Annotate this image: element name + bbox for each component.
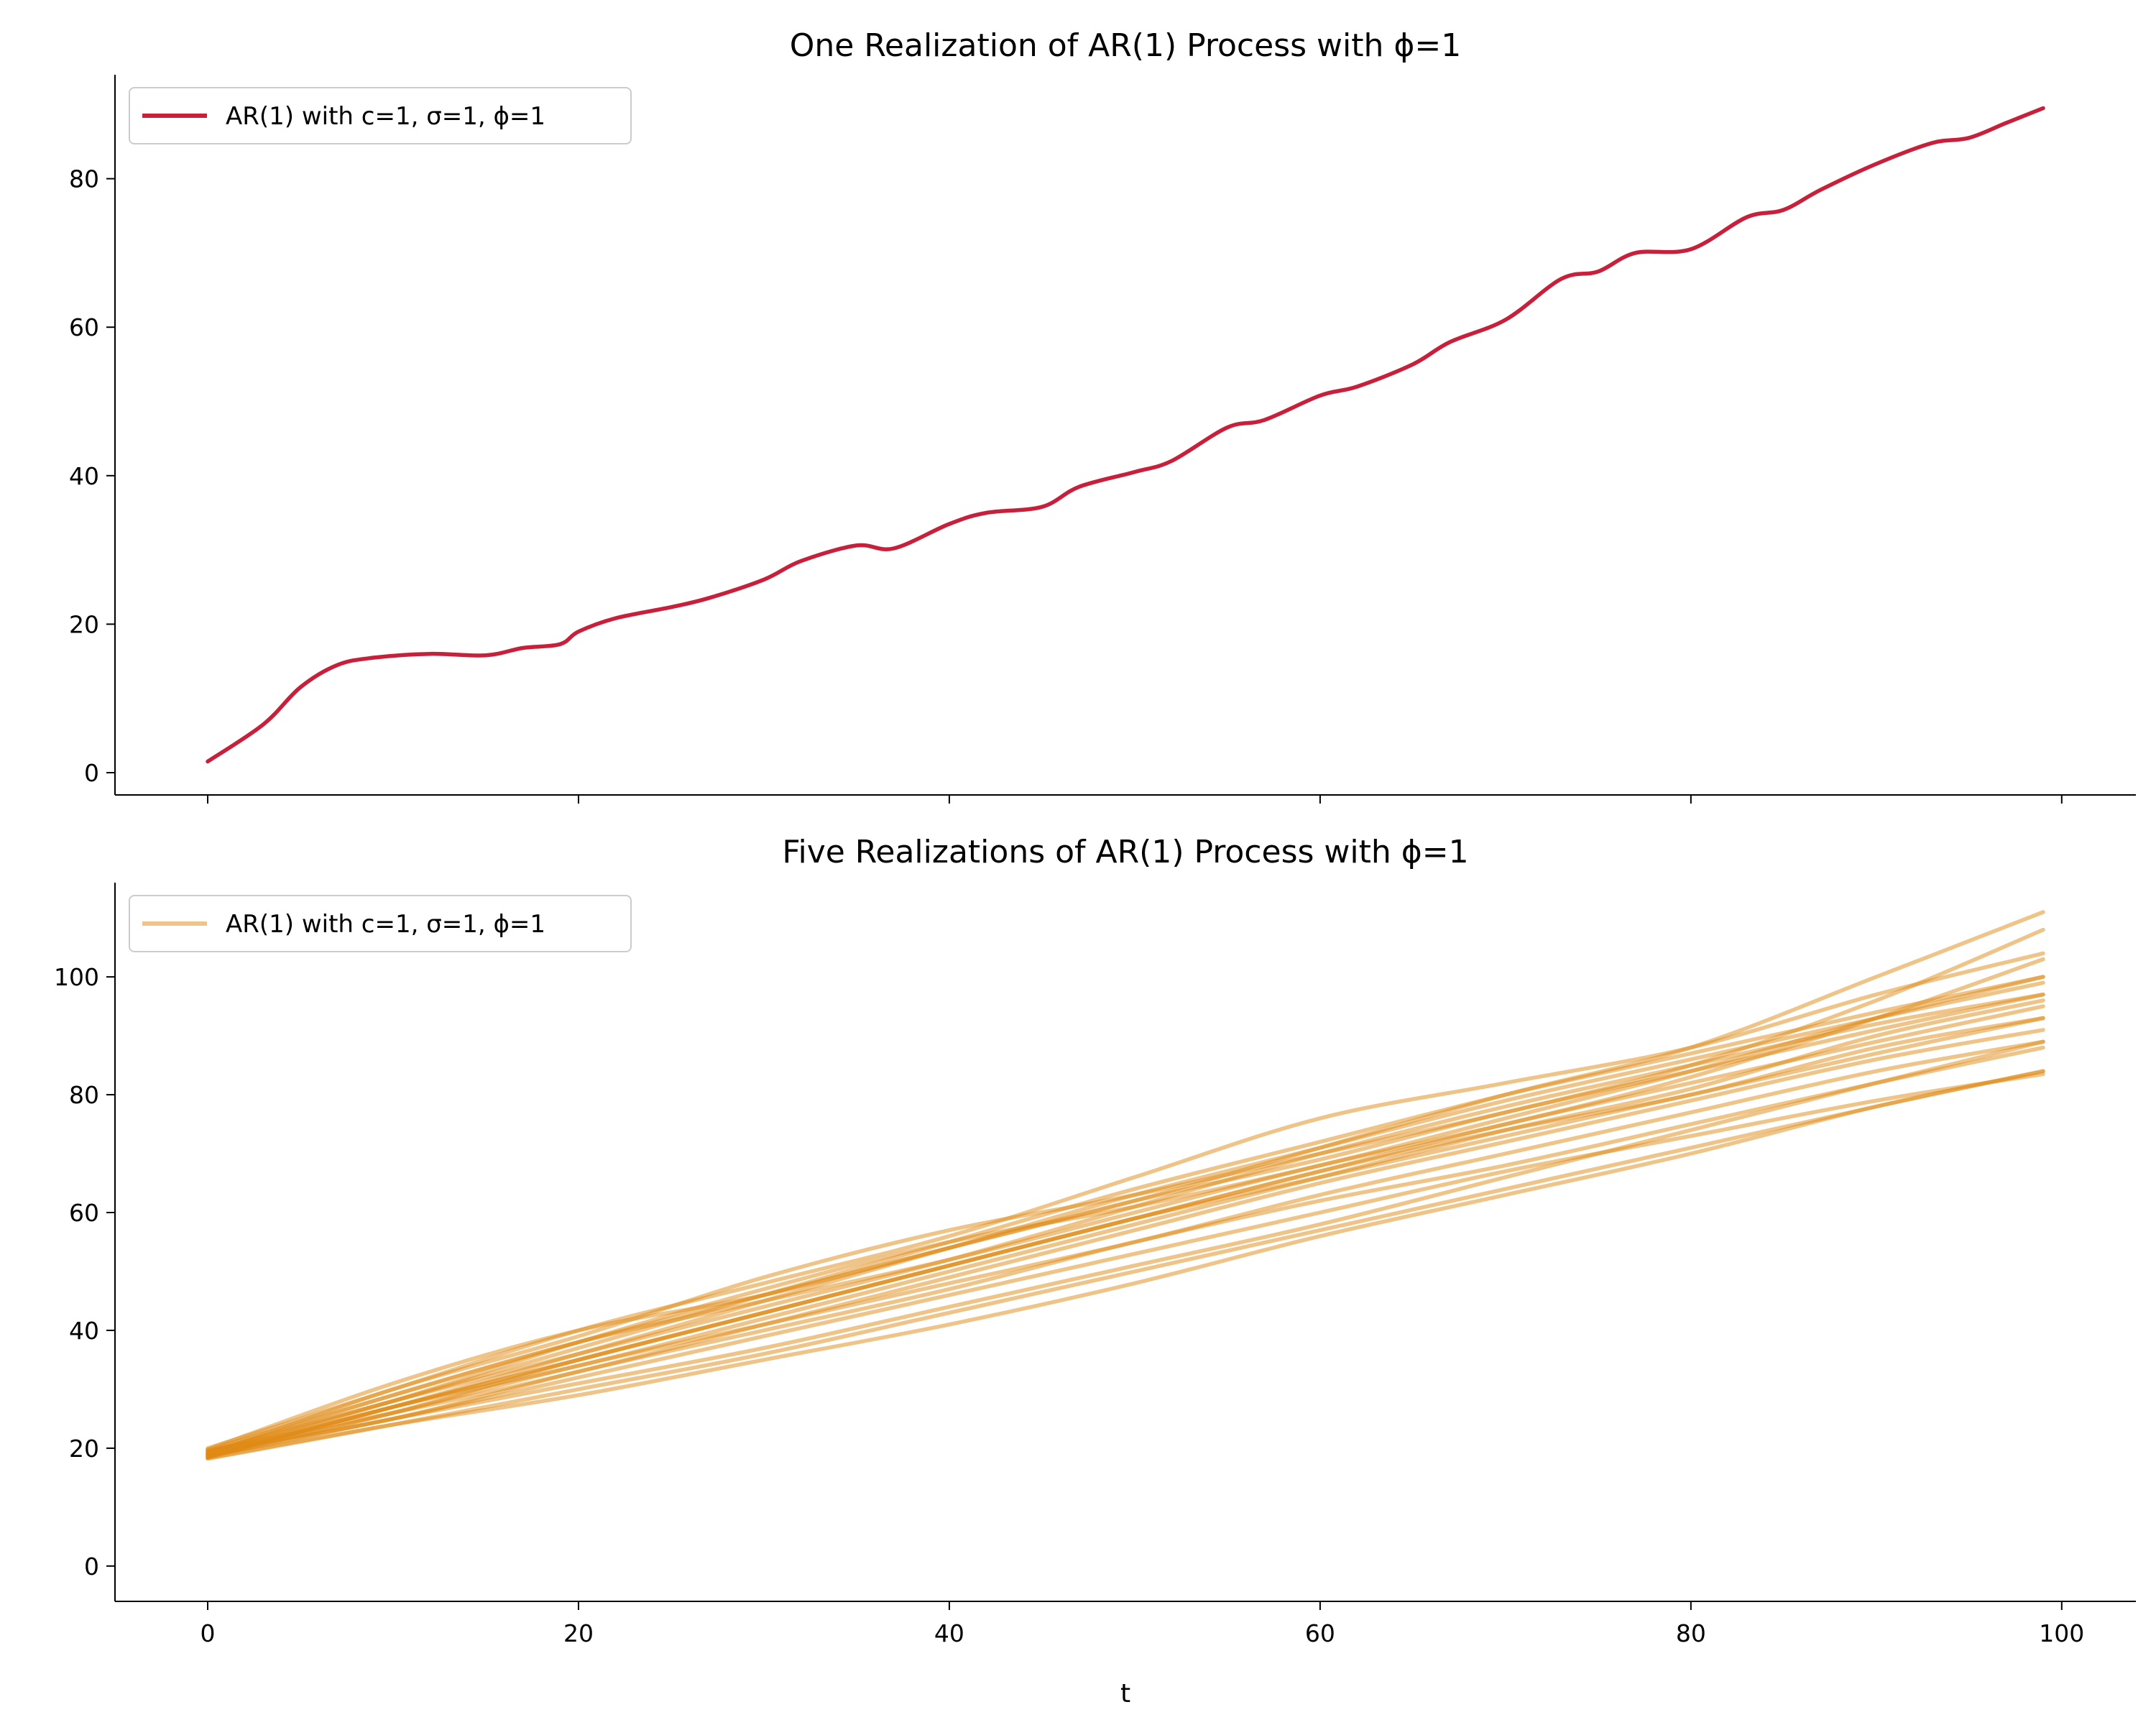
top-chart-panel: One Realization of AR(1) Process with ϕ=… xyxy=(69,27,2136,804)
top-chart-y-tick-label: 60 xyxy=(69,313,99,341)
bottom-chart-title: Five Realizations of AR(1) Process with … xyxy=(782,834,1468,870)
bottom-chart-series-line-8 xyxy=(206,1072,2045,1459)
top-chart-legend: AR(1) with c=1, σ=1, ϕ=1 xyxy=(129,87,632,144)
bottom-chart-series xyxy=(206,910,2045,1461)
bottom-chart-spines xyxy=(114,883,2136,1602)
bottom-chart-y-ticks: 0 20 40 60 80 100 xyxy=(54,963,115,1581)
bottom-chart-y-tick-label: 100 xyxy=(54,963,99,991)
bottom-chart-series-line-13 xyxy=(206,927,2045,1456)
bottom-chart-x-tick-label: 80 xyxy=(1676,1619,1706,1647)
top-chart-y-tick-label: 0 xyxy=(84,759,99,787)
bottom-chart-series-line-14 xyxy=(206,1039,2045,1458)
top-chart-y-ticks: 0 20 40 60 80 xyxy=(69,165,115,787)
bottom-chart-series-line-19 xyxy=(206,1004,2045,1456)
top-chart-title: One Realization of AR(1) Process with ϕ=… xyxy=(790,27,1461,64)
top-chart-y-tick-label: 40 xyxy=(69,462,99,490)
bottom-chart-y-tick-label: 60 xyxy=(69,1199,99,1227)
top-chart-spines xyxy=(114,75,2136,796)
bottom-chart-x-axis-label: t xyxy=(1120,1679,1130,1708)
bottom-chart-series-line-9 xyxy=(206,992,2045,1455)
bottom-chart-x-ticks: 0 20 40 60 80 100 xyxy=(200,1601,2084,1647)
bottom-chart-series-line-17 xyxy=(206,992,2045,1453)
top-chart-y-tick-label: 80 xyxy=(69,165,99,193)
bottom-chart-legend-frame xyxy=(129,895,632,952)
bottom-chart-series-line-11 xyxy=(206,1028,2045,1453)
bottom-chart-legend-label: AR(1) with c=1, σ=1, ϕ=1 xyxy=(226,910,545,939)
bottom-chart-panel: Five Realizations of AR(1) Process with … xyxy=(54,834,2136,1708)
top-chart-series-line-0 xyxy=(206,106,2045,764)
bottom-chart-series-line-16 xyxy=(206,1069,2045,1460)
bottom-chart-x-tick-label: 40 xyxy=(934,1619,964,1647)
top-chart-legend-frame xyxy=(129,87,632,144)
bottom-chart-y-tick-label: 20 xyxy=(69,1435,99,1463)
bottom-chart-x-tick-label: 0 xyxy=(200,1619,215,1647)
bottom-chart-y-tick-label: 40 xyxy=(69,1317,99,1345)
bottom-chart-series-line-18 xyxy=(206,1039,2045,1459)
bottom-chart-y-tick-label: 0 xyxy=(84,1552,99,1581)
bottom-chart-legend: AR(1) with c=1, σ=1, ϕ=1 xyxy=(129,895,632,952)
bottom-chart-x-tick-label: 100 xyxy=(2039,1619,2084,1647)
top-chart-x-ticks xyxy=(206,795,2063,804)
bottom-chart-series-line-4 xyxy=(206,1069,2045,1461)
top-chart-legend-label: AR(1) with c=1, σ=1, ϕ=1 xyxy=(226,102,545,131)
top-chart-y-tick-label: 20 xyxy=(69,610,99,638)
bottom-chart-x-tick-label: 60 xyxy=(1305,1619,1335,1647)
bottom-chart-x-tick-label: 20 xyxy=(563,1619,594,1647)
top-chart-series xyxy=(206,106,2045,764)
bottom-chart-series-line-3 xyxy=(206,951,2045,1450)
bottom-chart-series-line-15 xyxy=(206,975,2045,1454)
bottom-chart-y-tick-label: 80 xyxy=(69,1081,99,1109)
